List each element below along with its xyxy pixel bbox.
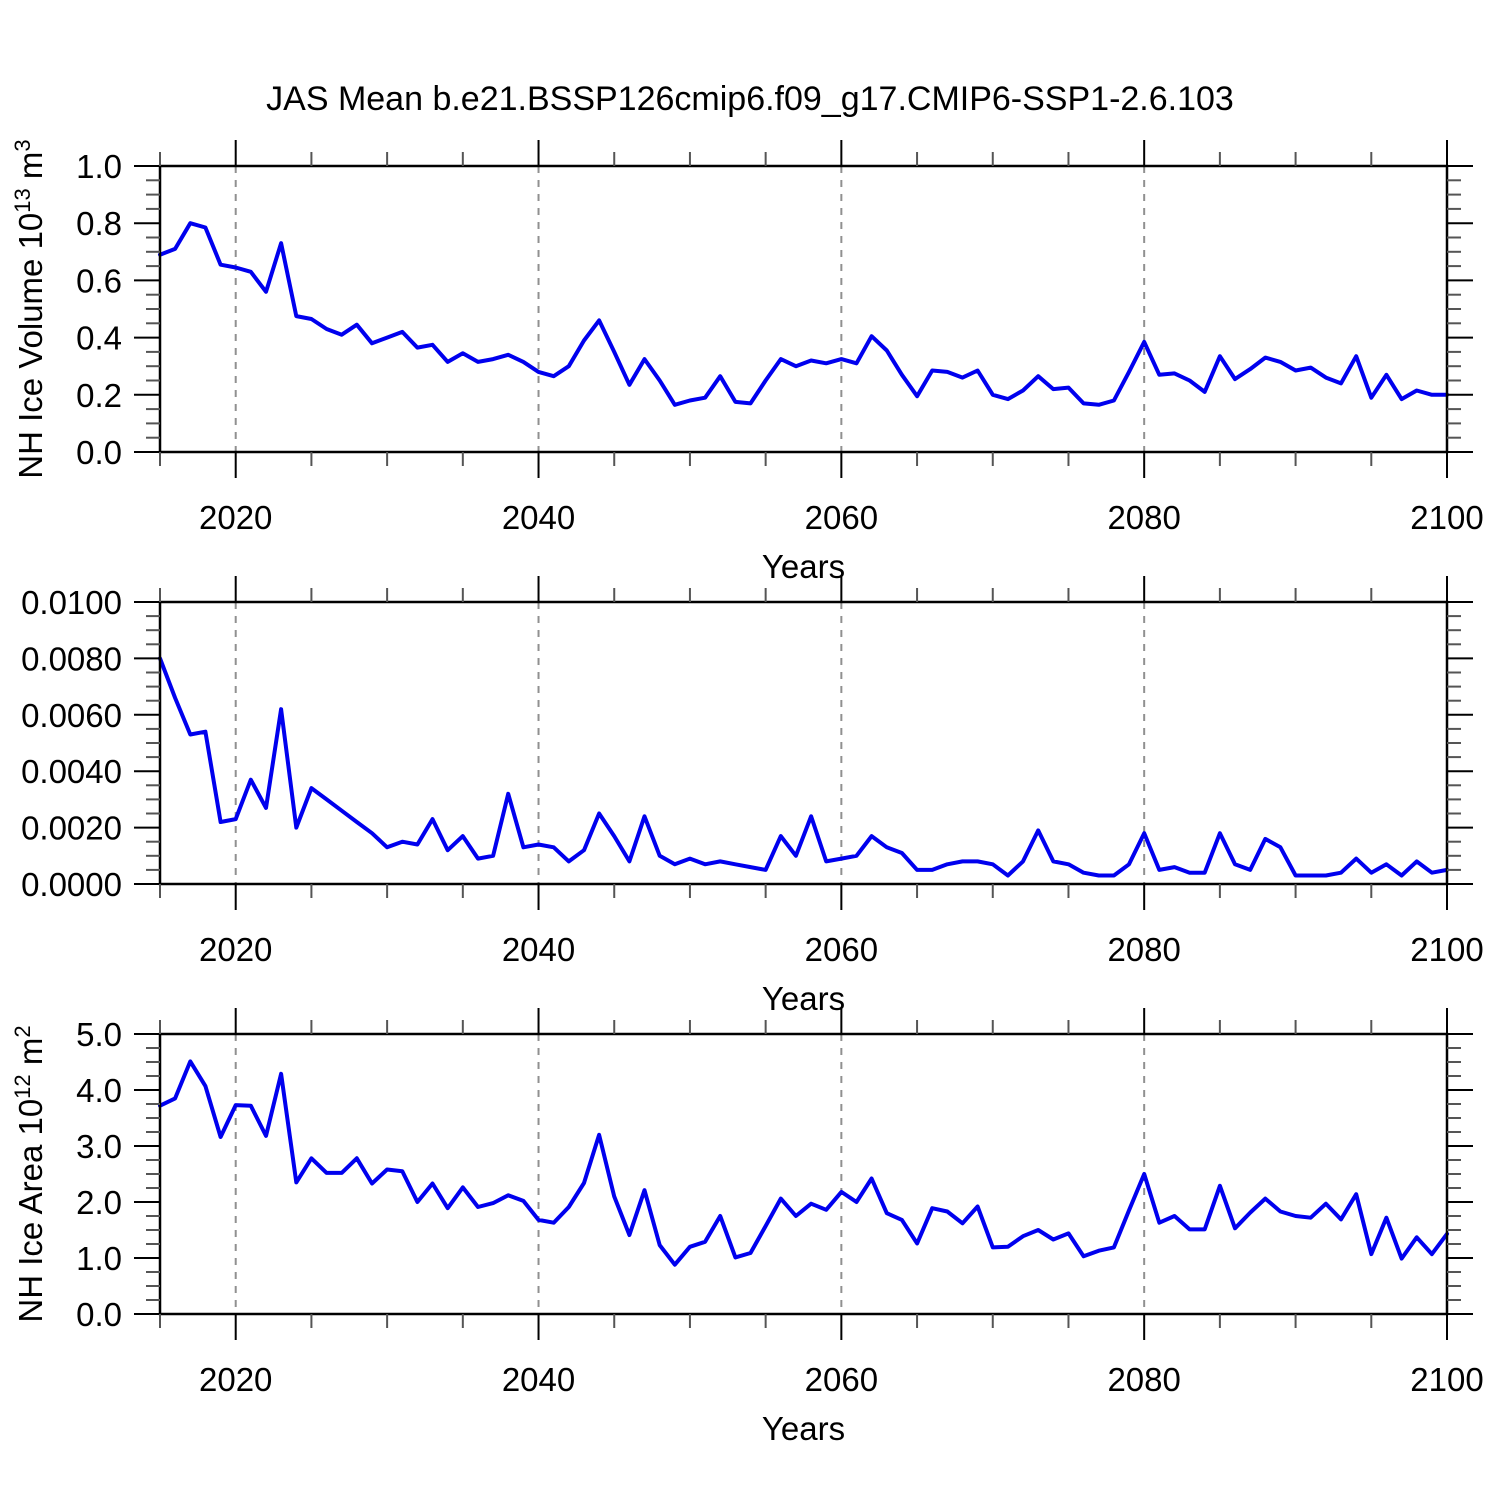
x-axis-title: Years bbox=[762, 1410, 845, 1447]
x-tick-label: 2040 bbox=[502, 499, 575, 536]
x-tick-label: 2020 bbox=[199, 931, 272, 968]
series-line-panel-3 bbox=[158, 1059, 1449, 1267]
y-axis-title-text: m bbox=[12, 1038, 49, 1075]
y-tick-label: 0.0020 bbox=[21, 810, 122, 847]
plot-frame bbox=[158, 600, 1449, 886]
x-axis-title: Years bbox=[762, 980, 845, 1017]
y-axis-title: NH Ice Area 1012 m2 bbox=[10, 1025, 49, 1322]
series-line-panel-2 bbox=[158, 656, 1449, 878]
panel-2: 0.0000 0.0020 0.0040 0.0060 0.0080 0.0100 2020… bbox=[21, 576, 1484, 1017]
y-tick-label: 0.0040 bbox=[21, 753, 122, 790]
x-tick-label: 2080 bbox=[1107, 499, 1180, 536]
x-tick-label: 2060 bbox=[805, 931, 878, 968]
x-axis-title: Years bbox=[762, 548, 845, 585]
y-tick-label: 5.0 bbox=[76, 1016, 122, 1053]
y-tick-label: 0.0080 bbox=[21, 640, 122, 677]
y-tick-label: 0.6 bbox=[76, 262, 122, 299]
plot-frame bbox=[158, 1032, 1449, 1316]
y-axis-title-superscript: 2 bbox=[10, 1025, 35, 1037]
y-axis-title: NH Ice Volume 1013 m3 bbox=[10, 139, 49, 478]
x-tick-label: 2080 bbox=[1107, 1361, 1180, 1398]
x-tick-label: 2100 bbox=[1410, 931, 1483, 968]
x-tick-label: 2020 bbox=[199, 1361, 272, 1398]
y-tick-label: 0.0100 bbox=[21, 584, 122, 621]
panel-1: 0.0 0.2 0.4 0.6 0.8 1.0 2020 2040 2060 2080 2100 Ye… bbox=[10, 139, 1484, 585]
y-tick-label: 1.0 bbox=[76, 148, 122, 185]
y-tick-label: 0.0000 bbox=[21, 866, 122, 903]
y-axis-title-text: NH Ice Volume 10 bbox=[12, 213, 49, 479]
y-axis-title-superscript: 12 bbox=[10, 1074, 35, 1098]
y-tick-label: 4.0 bbox=[76, 1072, 122, 1109]
y-tick-label: 0.0 bbox=[76, 434, 122, 471]
y-tick-label: 2.0 bbox=[76, 1184, 122, 1221]
y-tick-label: 0.8 bbox=[76, 205, 122, 242]
x-tick-label: 2080 bbox=[1107, 931, 1180, 968]
panel-3: 0.0 1.0 2.0 3.0 4.0 5.0 2020 2040 2060 2080 2100 Ye… bbox=[10, 1008, 1484, 1447]
y-axis-title-text: NH Ice Area 10 bbox=[12, 1099, 49, 1323]
x-tick-label: 2040 bbox=[502, 1361, 575, 1398]
y-axis-title-text: m bbox=[12, 152, 49, 189]
y-tick-label: 0.2 bbox=[76, 377, 122, 414]
x-tick-label: 2100 bbox=[1410, 1361, 1483, 1398]
x-tick-label: 2040 bbox=[502, 931, 575, 968]
chart-title: JAS Mean b.e21.BSSP126cmip6.f09_g17.CMIP… bbox=[266, 80, 1234, 118]
y-tick-label: 0.4 bbox=[76, 320, 122, 357]
x-tick-label: 2020 bbox=[199, 499, 272, 536]
y-axis-title-superscript: 3 bbox=[10, 139, 35, 151]
y-axis-title-superscript: 13 bbox=[10, 188, 35, 212]
y-tick-label: 3.0 bbox=[76, 1128, 122, 1165]
x-tick-label: 2060 bbox=[805, 1361, 878, 1398]
x-tick-label: 2100 bbox=[1410, 499, 1483, 536]
y-tick-label: 0.0060 bbox=[21, 697, 122, 734]
y-tick-label: 0.0 bbox=[76, 1296, 122, 1333]
plot-frame bbox=[158, 164, 1449, 454]
series-line-panel-1 bbox=[158, 221, 1449, 407]
y-tick-label: 1.0 bbox=[76, 1240, 122, 1277]
x-tick-label: 2060 bbox=[805, 499, 878, 536]
